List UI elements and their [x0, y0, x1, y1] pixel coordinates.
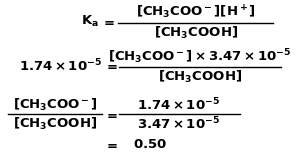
Text: $\mathbf{[CH_3COO^-]}$: $\mathbf{[CH_3COO^-]}$ [13, 97, 98, 113]
Text: $\mathbf{=}$: $\mathbf{=}$ [101, 15, 115, 28]
Text: $\mathbf{=}$: $\mathbf{=}$ [103, 59, 118, 72]
Text: $\mathbf{[CH_3COO^-] \times 3.47 \times 10^{-5}}$: $\mathbf{[CH_3COO^-] \times 3.47 \times … [108, 48, 292, 66]
Text: $\mathbf{[CH_3COOH]}$: $\mathbf{[CH_3COOH]}$ [158, 69, 242, 85]
Text: $\mathbf{=}$: $\mathbf{=}$ [103, 138, 118, 151]
Text: $\mathbf{K_a}$: $\mathbf{K_a}$ [81, 14, 99, 29]
Text: $\mathbf{1.74 \times 10^{-5}}$: $\mathbf{1.74 \times 10^{-5}}$ [19, 57, 102, 74]
Text: $\mathbf{3.47 \times 10^{-5}}$: $\mathbf{3.47 \times 10^{-5}}$ [137, 116, 220, 132]
Text: $\mathbf{=}$: $\mathbf{=}$ [103, 108, 118, 121]
Text: $\mathbf{[CH_3COOH]}$: $\mathbf{[CH_3COOH]}$ [13, 116, 97, 132]
Text: $\mathbf{[CH_3COO^-][H^+]}$: $\mathbf{[CH_3COO^-][H^+]}$ [136, 4, 256, 21]
Text: $\mathbf{0.50}$: $\mathbf{0.50}$ [134, 138, 168, 151]
Text: $\mathbf{[CH_3COOH]}$: $\mathbf{[CH_3COOH]}$ [154, 25, 238, 41]
Text: $\mathbf{1.74 \times 10^{-5}}$: $\mathbf{1.74 \times 10^{-5}}$ [137, 96, 220, 113]
